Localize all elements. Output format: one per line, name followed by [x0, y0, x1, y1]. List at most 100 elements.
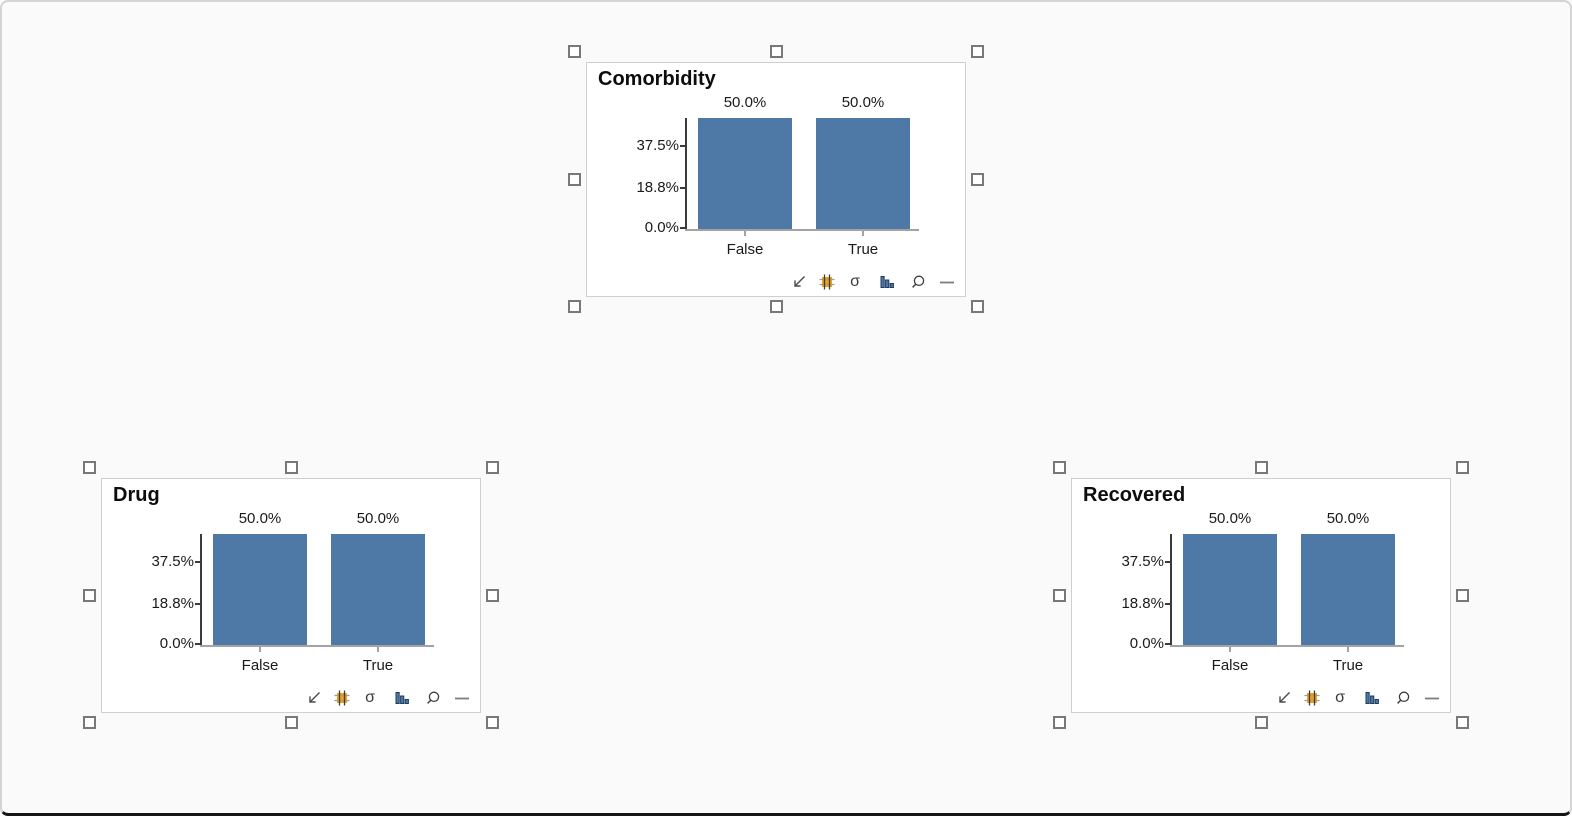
- selection-handle[interactable]: [1053, 589, 1066, 602]
- y-tick-label: 18.8%: [636, 179, 679, 196]
- bar-value-label: 50.0%: [841, 94, 885, 111]
- x-tick-mark: [744, 231, 746, 236]
- sigma-icon[interactable]: σ: [1335, 689, 1345, 706]
- selection-handle[interactable]: [1053, 716, 1066, 729]
- grid-icon[interactable]: [334, 690, 350, 706]
- selection-handle[interactable]: [486, 716, 499, 729]
- bar-value-label: 50.0%: [238, 510, 282, 527]
- x-tick-mark: [259, 647, 261, 652]
- x-axis: [685, 229, 919, 231]
- y-tick-mark: [1165, 561, 1171, 563]
- selection-handle[interactable]: [1254, 461, 1268, 474]
- bar-chart: 37.5% 18.8% 0.0% 50.0% 50.0% False True: [587, 63, 965, 296]
- selection-handle[interactable]: [971, 173, 984, 186]
- magnifier-icon[interactable]: [1395, 690, 1411, 706]
- selection-handle[interactable]: [486, 589, 499, 602]
- y-tick-label: 37.5%: [151, 553, 194, 570]
- selection-handle[interactable]: [1456, 461, 1469, 474]
- dash-icon[interactable]: [1424, 690, 1440, 706]
- selection-handle[interactable]: [971, 300, 984, 313]
- bar-value-label: 50.0%: [1326, 510, 1370, 527]
- category-label-false: False: [726, 241, 764, 258]
- panel-recovered[interactable]: Recovered 37.5% 18.8% 0.0% 50.0% 50.0% F…: [1053, 461, 1469, 729]
- resize-arrow-icon[interactable]: [791, 274, 807, 290]
- sigma-icon[interactable]: σ: [850, 273, 860, 290]
- selection-handle[interactable]: [769, 45, 783, 58]
- selection-handle[interactable]: [83, 461, 96, 474]
- y-tick-mark: [1165, 603, 1171, 605]
- y-tick-label: 37.5%: [636, 137, 679, 154]
- magnifier-icon[interactable]: [425, 690, 441, 706]
- category-label-true: True: [1332, 657, 1364, 674]
- sigma-icon[interactable]: σ: [365, 689, 375, 706]
- resize-arrow-icon[interactable]: [306, 690, 322, 706]
- grid-icon[interactable]: [1304, 690, 1320, 706]
- y-tick-mark: [680, 145, 686, 147]
- selection-handle[interactable]: [971, 45, 984, 58]
- bar-true[interactable]: [1301, 534, 1395, 645]
- panel-title: Recovered: [1083, 484, 1186, 506]
- category-label-false: False: [241, 657, 279, 674]
- x-axis: [200, 645, 434, 647]
- bar-true[interactable]: [331, 534, 425, 645]
- x-axis: [1170, 645, 1404, 647]
- y-axis: [685, 118, 687, 229]
- y-tick-label: 18.8%: [151, 595, 194, 612]
- dash-icon[interactable]: [454, 690, 470, 706]
- bar-false[interactable]: [698, 118, 792, 229]
- selection-handle[interactable]: [1456, 589, 1469, 602]
- bar-true[interactable]: [816, 118, 910, 229]
- bar-chart-icon[interactable]: [879, 274, 895, 290]
- y-tick-mark: [680, 187, 686, 189]
- chart-panel: Recovered 37.5% 18.8% 0.0% 50.0% 50.0% F…: [1071, 478, 1451, 713]
- x-tick-mark: [1229, 647, 1231, 652]
- selection-handle[interactable]: [284, 461, 298, 474]
- magnifier-icon[interactable]: [910, 274, 926, 290]
- x-tick-mark: [862, 231, 864, 236]
- panel-drug[interactable]: Drug 37.5% 18.8% 0.0% 50.0% 50.0% False …: [83, 461, 499, 729]
- grid-icon[interactable]: [819, 274, 835, 290]
- bar-false[interactable]: [213, 534, 307, 645]
- bar-chart: 37.5% 18.8% 0.0% 50.0% 50.0% False True: [102, 479, 480, 712]
- selection-handle[interactable]: [486, 461, 499, 474]
- y-tick-mark: [195, 603, 201, 605]
- y-tick-label: 0.0%: [159, 635, 194, 652]
- bar-chart: 37.5% 18.8% 0.0% 50.0% 50.0% False True: [1072, 479, 1450, 712]
- x-tick-mark: [1347, 647, 1349, 652]
- y-tick-mark: [195, 643, 201, 645]
- bar-chart-icon[interactable]: [394, 690, 410, 706]
- category-label-true: True: [362, 657, 394, 674]
- panel-title: Drug: [113, 484, 160, 506]
- bar-chart-icon[interactable]: [1364, 690, 1380, 706]
- x-tick-mark: [377, 647, 379, 652]
- selection-handle[interactable]: [1456, 716, 1469, 729]
- bar-value-label: 50.0%: [356, 510, 400, 527]
- panel-title: Comorbidity: [598, 68, 716, 90]
- selection-handle[interactable]: [568, 45, 581, 58]
- selection-handle[interactable]: [568, 173, 581, 186]
- selection-handle[interactable]: [83, 716, 96, 729]
- chart-panel: Comorbidity 37.5% 18.8% 0.0% 50.0% 50.0%…: [586, 62, 966, 297]
- chart-panel: Drug 37.5% 18.8% 0.0% 50.0% 50.0% False …: [101, 478, 481, 713]
- selection-handle[interactable]: [83, 589, 96, 602]
- category-label-true: True: [847, 241, 879, 258]
- y-tick-label: 0.0%: [1129, 635, 1164, 652]
- y-tick-mark: [680, 227, 686, 229]
- dash-icon[interactable]: [939, 274, 955, 290]
- bar-value-label: 50.0%: [1208, 510, 1252, 527]
- selection-handle[interactable]: [284, 716, 298, 729]
- selection-handle[interactable]: [1254, 716, 1268, 729]
- y-tick-label: 37.5%: [1121, 553, 1164, 570]
- bar-value-label: 50.0%: [723, 94, 767, 111]
- y-axis: [1170, 534, 1172, 645]
- y-tick-mark: [195, 561, 201, 563]
- bar-false[interactable]: [1183, 534, 1277, 645]
- selection-handle[interactable]: [1053, 461, 1066, 474]
- panel-comorbidity[interactable]: Comorbidity 37.5% 18.8% 0.0% 50.0% 50.0%…: [568, 45, 984, 313]
- resize-arrow-icon[interactable]: [1276, 690, 1292, 706]
- y-axis: [200, 534, 202, 645]
- selection-handle[interactable]: [568, 300, 581, 313]
- category-label-false: False: [1211, 657, 1249, 674]
- y-tick-label: 18.8%: [1121, 595, 1164, 612]
- selection-handle[interactable]: [769, 300, 783, 313]
